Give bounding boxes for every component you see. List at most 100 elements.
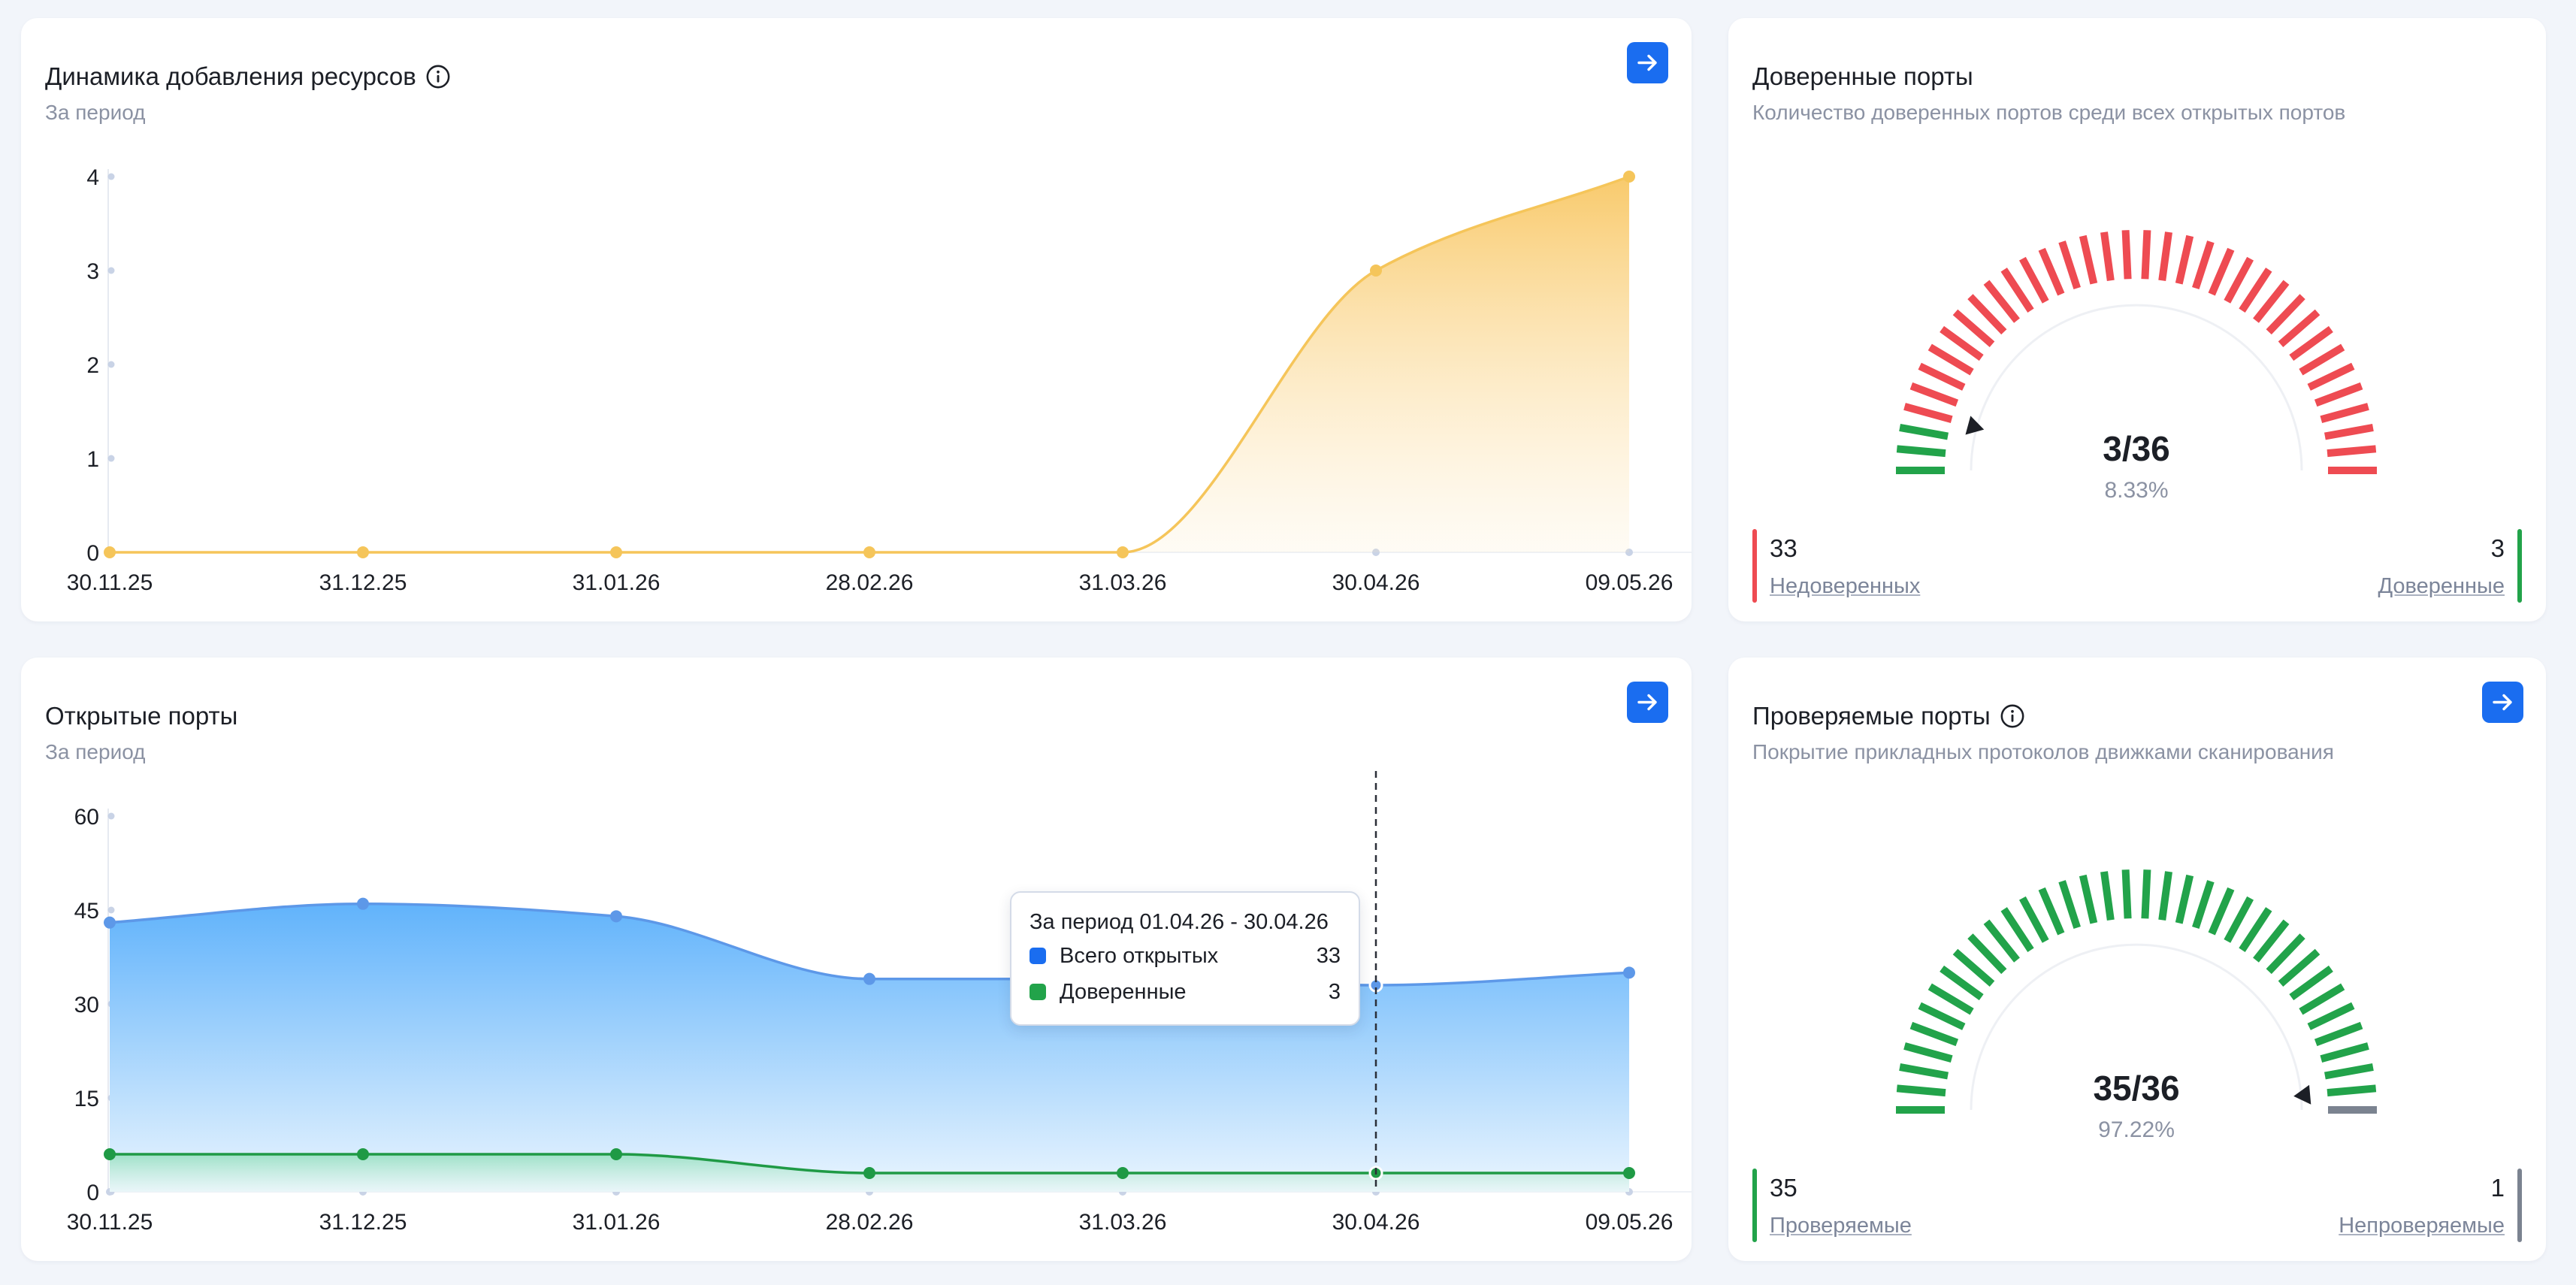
gauge-tick xyxy=(2327,1084,2377,1097)
gauge-tick xyxy=(2327,445,2377,458)
open-ports-title: Открытые порты xyxy=(45,702,238,730)
checked-title: Проверяемые порты xyxy=(1752,702,1991,730)
gauge-tick xyxy=(1918,1002,1966,1030)
gauge-tick xyxy=(2208,247,2235,296)
series-area-0 xyxy=(110,903,1629,1192)
trusted-legend-right: 3 Доверенные xyxy=(2221,529,2522,603)
data-point xyxy=(1623,1167,1635,1179)
untrusted-color-bar xyxy=(1752,529,1757,603)
info-icon[interactable] xyxy=(425,64,451,89)
checked-subtitle: Покрытие прикладных протоколов движками … xyxy=(1752,740,2334,763)
gauge-tick xyxy=(2192,880,2215,930)
checked-title-row: Проверяемые порты xyxy=(1752,697,2025,736)
data-point xyxy=(357,897,369,910)
data-point xyxy=(863,972,875,985)
trusted-title: Доверенные порты xyxy=(1752,62,1973,90)
trusted-link[interactable]: Доверенные xyxy=(2378,574,2505,598)
y-tick-label: 4 xyxy=(86,165,99,190)
tooltip-row-value: 33 xyxy=(1316,944,1341,968)
gauge-tick xyxy=(1952,948,1995,987)
gauge-tick xyxy=(1903,1042,1953,1063)
x-tick-label: 31.01.26 xyxy=(573,570,661,595)
resources-subtitle: За период xyxy=(45,101,146,124)
resources-title-row: Динамика добавления ресурсов xyxy=(45,57,451,96)
x-tick-label: 31.12.25 xyxy=(319,570,407,595)
data-point xyxy=(357,1148,369,1160)
gauge-tick xyxy=(2121,230,2132,280)
info-icon[interactable] xyxy=(2000,703,2025,729)
gauge-tick xyxy=(1899,423,1949,440)
gauge-pointer xyxy=(2293,1084,2311,1105)
arrow-right-icon xyxy=(2493,694,2512,711)
tooltip-row: Всего открытых 33 xyxy=(1029,938,1341,974)
tooltip-row: Доверенные 3 xyxy=(1029,974,1341,1010)
open-ports-card: Открытые порты За период 0 15 30 45 60 30.11.… xyxy=(21,658,1692,1261)
gauge-tick xyxy=(2121,869,2132,919)
arrow-right-icon xyxy=(1637,694,1657,711)
data-point xyxy=(1370,265,1382,277)
gauge-tick xyxy=(2018,256,2049,304)
gauge-inner-arc xyxy=(1970,943,2303,1111)
gauge-tick xyxy=(1940,965,1984,1001)
trusted-gauge: 3/36 8.33% xyxy=(1896,230,2377,503)
gauge-tick xyxy=(2000,268,2034,313)
gauge-tick xyxy=(1952,309,1995,347)
gauge-tick xyxy=(2208,887,2235,936)
tooltip-row-value: 3 xyxy=(1328,980,1341,1004)
gauge-tick xyxy=(2000,907,2034,952)
checked-link[interactable]: Проверяемые xyxy=(1770,1214,1912,1238)
open-ports-open-button[interactable] xyxy=(1627,682,1668,723)
data-point xyxy=(104,1148,116,1160)
y-tick-label: 3 xyxy=(86,259,99,284)
gauge-tick xyxy=(2175,874,2194,924)
x-tick-label: 31.12.25 xyxy=(319,1210,407,1235)
gauge-tick xyxy=(2079,874,2098,924)
gauge-tick xyxy=(1903,403,1953,424)
gauge-tick xyxy=(2038,887,2065,936)
x-tick-label: 28.02.26 xyxy=(826,1210,914,1235)
y-tick-label: 30 xyxy=(74,993,99,1017)
x-tick-label: 09.05.26 xyxy=(1586,570,1673,595)
gauge-tick xyxy=(1909,1021,1959,1047)
untrusted-link[interactable]: Недоверенных xyxy=(1770,574,1921,598)
gauge-inner-arc xyxy=(1970,304,2303,471)
gauge-tick xyxy=(1927,983,1974,1015)
y-tick-label: 60 xyxy=(74,805,99,830)
data-point xyxy=(1623,966,1635,979)
unchecked-link[interactable]: Непроверяемые xyxy=(2339,1214,2505,1238)
y-tick-mark xyxy=(107,173,115,180)
checked-ratio: 35/36 xyxy=(2093,1069,2179,1108)
gauge-tick xyxy=(1940,325,1984,361)
checked-color-bar xyxy=(1752,1169,1757,1242)
gauge-tick xyxy=(2289,325,2333,361)
checked-open-button[interactable] xyxy=(2482,682,2523,723)
gauge-tick xyxy=(2058,880,2081,930)
gauge-tick xyxy=(1927,343,1974,376)
trusted-ratio: 3/36 xyxy=(2103,429,2170,468)
gauge-tick xyxy=(2320,1042,2369,1063)
y-tick-mark xyxy=(107,267,115,274)
gauge-tick xyxy=(1967,933,2007,975)
gauge-tick xyxy=(2224,256,2254,304)
resources-open-button[interactable] xyxy=(1627,42,1668,83)
chart-tooltip: За период 01.04.26 - 30.04.26 Всего откр… xyxy=(1010,891,1360,1026)
checked-count: 35 xyxy=(1770,1174,1797,1202)
checked-percent: 97.22% xyxy=(2098,1117,2175,1142)
arrow-right-icon xyxy=(1637,54,1657,71)
gauge-tick xyxy=(1899,1063,1949,1080)
data-point xyxy=(610,910,622,923)
gauge-tick xyxy=(2266,933,2305,975)
y-tick-mark xyxy=(107,455,115,462)
gauge-tick xyxy=(1909,382,1959,407)
x-tick-label: 30.04.26 xyxy=(1332,1210,1420,1235)
gauge-tick xyxy=(2058,240,2081,290)
resources-title: Динамика добавления ресурсов xyxy=(45,62,416,90)
y-tick-label: 0 xyxy=(86,541,99,566)
x-tick-label: 09.05.26 xyxy=(1586,1210,1673,1235)
data-point xyxy=(1117,1167,1129,1179)
data-point xyxy=(610,1148,622,1160)
gauge-tick xyxy=(1983,280,2020,323)
gauge-tick xyxy=(2314,382,2363,407)
y-tick-mark xyxy=(107,812,115,820)
trusted-color-bar xyxy=(2517,529,2522,603)
